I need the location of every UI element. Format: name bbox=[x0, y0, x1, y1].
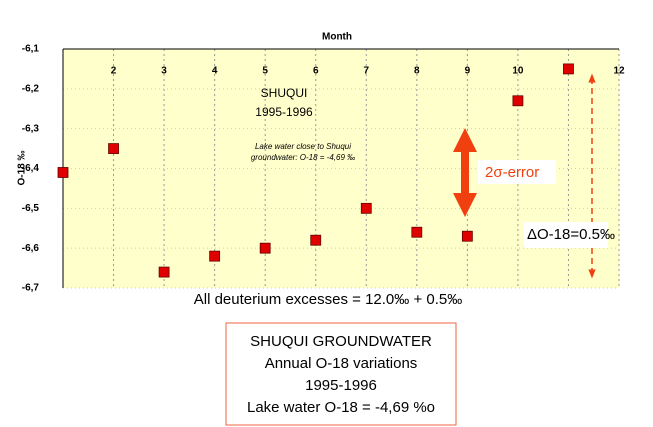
point bbox=[360, 202, 372, 214]
y-tick-label: -6,2 bbox=[22, 83, 40, 94]
point bbox=[563, 63, 574, 75]
point bbox=[461, 230, 473, 242]
delta-label: ΔO-18=0.5‰ bbox=[527, 226, 615, 243]
point bbox=[209, 250, 221, 262]
point bbox=[310, 234, 322, 246]
x-axis-title: Month bbox=[322, 32, 352, 43]
y-axis-title: O-18 ‰ bbox=[17, 150, 28, 185]
x-tick-label: 7 bbox=[363, 66, 369, 77]
x-tick-label: 6 bbox=[313, 66, 319, 77]
summary-box bbox=[225, 322, 457, 426]
x-tick-label: 9 bbox=[465, 66, 471, 77]
y-tick-label: -6,5 bbox=[22, 203, 40, 214]
point bbox=[512, 95, 524, 107]
error-label-bg bbox=[478, 160, 556, 184]
point bbox=[158, 266, 170, 278]
x-tick-label: 8 bbox=[414, 66, 420, 77]
summary-line: Lake water O-18 = -4,69 %o bbox=[247, 399, 435, 416]
y-tick-label: -6,6 bbox=[22, 243, 40, 254]
point bbox=[108, 143, 119, 154]
x-tick-label: 10 bbox=[512, 66, 524, 77]
plot-subtitle: 1995-1996 bbox=[255, 105, 313, 119]
summary-line: SHUQUI GROUNDWATER bbox=[250, 333, 432, 350]
delta-label-bg bbox=[524, 222, 608, 248]
point bbox=[411, 226, 423, 238]
x-tick-label: 2 bbox=[111, 66, 117, 77]
footnote: All deuterium excesses = 12.0‰ + 0.5‰ bbox=[194, 291, 462, 308]
y-tick-label: -6,1 bbox=[22, 44, 40, 55]
x-tick-label: 12 bbox=[613, 66, 625, 77]
summary-line: Annual O-18 variations bbox=[265, 355, 418, 372]
point bbox=[57, 167, 69, 178]
x-tick-label: 4 bbox=[212, 66, 218, 77]
lake-note: Lake water close to Shuqui bbox=[255, 142, 351, 151]
lake-note: groundwater: O-18 = -4,69 ‰ bbox=[251, 153, 355, 162]
summary-line: 1995-1996 bbox=[305, 377, 377, 394]
y-tick-label: -6,7 bbox=[22, 283, 40, 294]
point bbox=[259, 242, 271, 254]
error-label: 2σ-error bbox=[485, 164, 539, 181]
plot-title: SHUQUI bbox=[261, 86, 308, 100]
x-tick-label: 3 bbox=[161, 66, 167, 77]
x-tick-label: 5 bbox=[262, 66, 268, 77]
y-tick-label: -6,3 bbox=[22, 123, 40, 134]
y-tick-label: -6,4 bbox=[22, 163, 40, 174]
